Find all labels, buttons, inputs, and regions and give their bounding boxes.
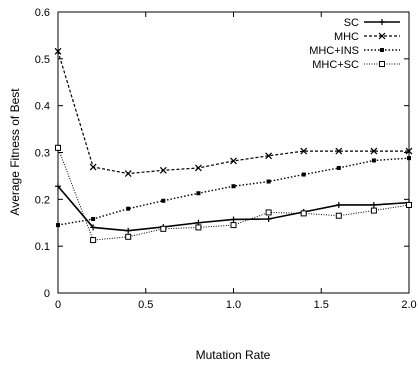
x-tick-label: 2.0: [401, 299, 416, 311]
data-point: [265, 216, 272, 223]
data-point: [370, 147, 378, 155]
legend: SC MHC MHC+INS MHC+SC: [309, 17, 400, 71]
data-point: [126, 206, 131, 211]
x-tick-label: 0: [55, 299, 61, 311]
y-tick-label: 0: [44, 288, 50, 300]
series-1: [54, 47, 413, 177]
data-point: [301, 172, 306, 177]
data-point: [55, 144, 61, 151]
data-point: [407, 156, 411, 161]
x-axis-label: Mutation Rate: [196, 348, 271, 362]
data-point: [378, 32, 386, 40]
data-point: [370, 207, 377, 214]
data-point: [266, 179, 271, 184]
data-point: [300, 210, 307, 217]
data-point: [194, 164, 202, 172]
series-line: [57, 157, 410, 226]
data-point: [406, 201, 412, 208]
data-point: [379, 19, 385, 25]
data-point: [380, 48, 384, 52]
data-point: [371, 158, 376, 163]
data-point: [125, 233, 132, 240]
data-point: [125, 227, 132, 234]
data-point: [90, 224, 97, 231]
y-tick-label: 0.1: [35, 241, 50, 253]
data-point: [54, 47, 62, 55]
data-point: [335, 147, 343, 155]
data-point: [300, 147, 308, 155]
legend-item: MHC: [334, 31, 400, 43]
data-point: [265, 152, 273, 160]
y-tick-label: 0.4: [35, 101, 50, 113]
x-tick-label: 1.0: [226, 299, 241, 311]
series-3: [55, 144, 412, 244]
legend-label: MHC+SC: [312, 59, 359, 71]
data-point: [196, 191, 201, 196]
data-point: [195, 224, 202, 231]
data-point: [55, 183, 61, 190]
legend-item: SC: [344, 17, 400, 29]
data-point: [161, 198, 166, 203]
y-axis-label: Average Fitness of Best: [8, 88, 22, 216]
data-point: [160, 225, 167, 232]
data-point: [230, 157, 237, 165]
data-point: [230, 216, 237, 223]
y-tick-label: 0.6: [35, 7, 50, 19]
data-point: [265, 209, 272, 216]
data-point: [91, 217, 96, 222]
x-tick-label: 1.5: [314, 299, 329, 311]
data-point: [336, 165, 341, 170]
data-point: [405, 147, 413, 155]
y-tick-label: 0.2: [35, 194, 50, 206]
series-layer: [54, 47, 413, 244]
data-point: [379, 61, 385, 67]
data-point: [231, 184, 236, 189]
legend-item: MHC+SC: [312, 59, 400, 71]
data-point: [90, 237, 97, 244]
data-point: [230, 222, 237, 229]
data-point: [159, 166, 167, 174]
series-2: [56, 156, 411, 228]
legend-item: MHC+INS: [309, 45, 400, 57]
data-point: [335, 212, 342, 219]
legend-label: MHC+INS: [309, 45, 359, 57]
data-point: [124, 170, 132, 177]
data-point: [56, 223, 60, 228]
y-tick-label: 0.3: [35, 148, 50, 160]
data-point: [89, 163, 97, 171]
y-tick-label: 0.5: [35, 54, 50, 66]
axis-ticks: 0 0.5 1.0 1.5 2.0 0 0.1 0.2 0.3 0.4 0.5 0.6: [35, 7, 417, 311]
x-tick-label: 0.5: [138, 299, 153, 311]
legend-label: MHC: [334, 31, 359, 43]
legend-label: SC: [344, 17, 359, 29]
data-point: [335, 201, 342, 208]
data-point: [370, 201, 377, 208]
